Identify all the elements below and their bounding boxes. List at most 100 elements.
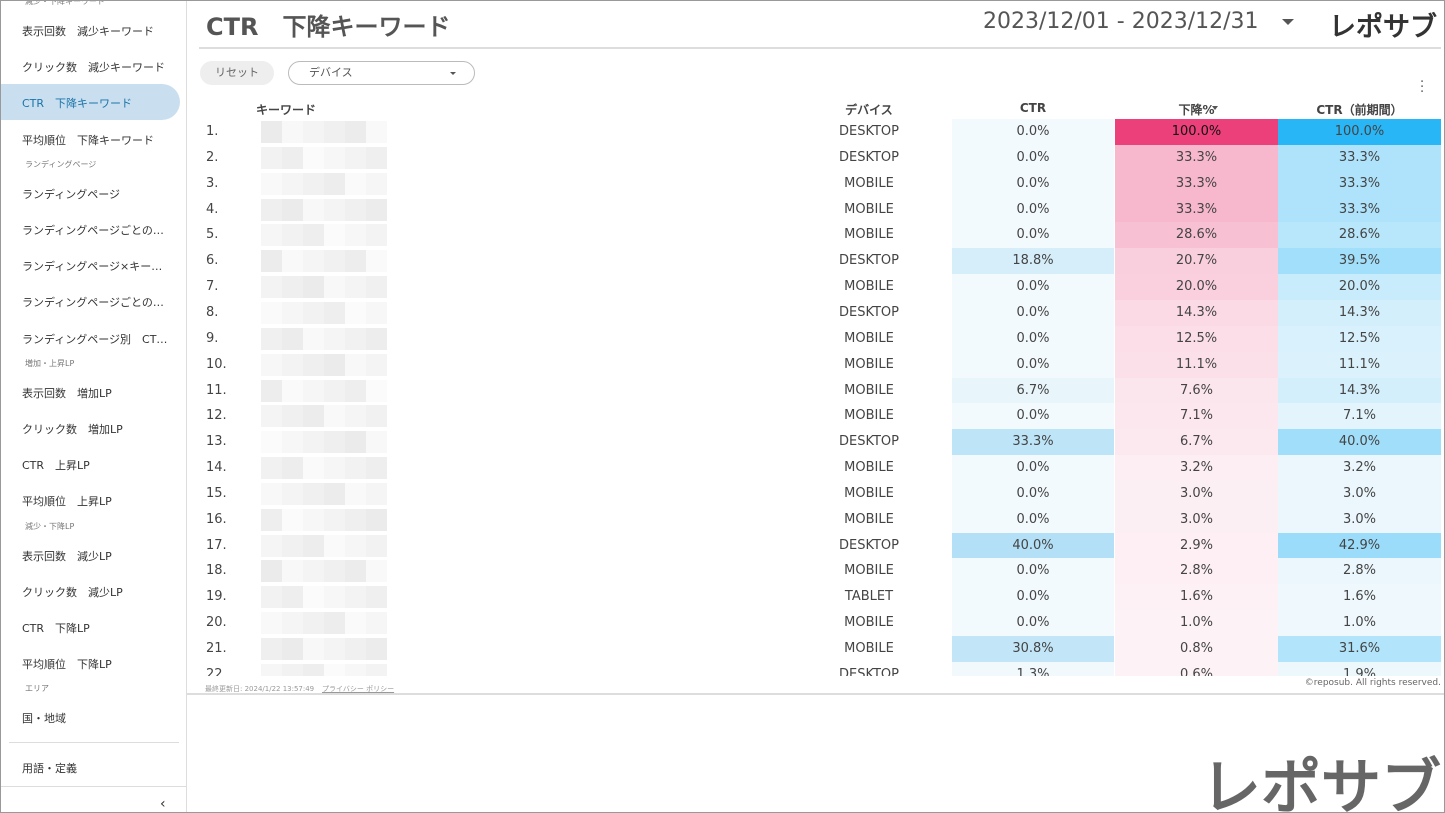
reset-button[interactable]: リセット xyxy=(200,61,274,85)
device: MOBILE xyxy=(844,382,894,398)
column-header[interactable]: 下降% xyxy=(1178,103,1215,117)
column-header[interactable]: CTR（前期間） xyxy=(1316,103,1403,117)
nav-item[interactable]: 表示回数 減少LP xyxy=(22,549,112,563)
nav-item[interactable]: CTR 下降LP xyxy=(22,622,90,635)
blurred-keyword xyxy=(366,534,387,557)
metric-cell: 14.3% xyxy=(1115,299,1278,326)
table-row: 17. DESKTOP 40.0% 2.9% 42.9% xyxy=(199,532,1442,559)
nav-item[interactable]: 表示回数 減少キーワード xyxy=(22,25,154,38)
page-title: CTR 下降キーワード xyxy=(206,13,451,41)
watermark-logo: レポサブ xyxy=(1201,753,1441,813)
table-row: 14. MOBILE 0.0% 3.2% 3.2% xyxy=(199,455,1442,482)
metric-cell: 3.2% xyxy=(1115,455,1278,482)
table-row: 19. TABLET 0.0% 1.6% 1.6% xyxy=(199,584,1442,611)
nav-item[interactable]: クリック数 減少LP xyxy=(22,585,123,599)
device: DESKTOP xyxy=(838,434,899,450)
blurred-keyword xyxy=(324,457,345,480)
blurred-keyword xyxy=(261,638,282,660)
metric-cell: 3.2% xyxy=(1278,455,1441,482)
metric-cell: 28.6% xyxy=(1278,222,1441,249)
blurred-keyword xyxy=(282,638,303,660)
metric-cell: 20.0% xyxy=(1115,274,1278,301)
nav-item[interactable]: 平均順位 上昇LP xyxy=(22,495,112,509)
metric-cell: 33.3% xyxy=(1115,144,1278,171)
blurred-keyword xyxy=(366,431,387,454)
blurred-keyword xyxy=(324,638,345,660)
table-row: 18. MOBILE 0.0% 2.8% 2.8% xyxy=(199,558,1442,585)
table-row: 21. MOBILE 30.8% 0.8% 31.6% xyxy=(199,636,1442,662)
blurred-keyword xyxy=(366,198,387,221)
device-filter[interactable]: デバイス xyxy=(288,61,475,85)
blurred-keyword xyxy=(282,534,303,557)
metric-cell: 40.0% xyxy=(1278,429,1441,456)
blurred-keyword xyxy=(261,663,282,676)
nav-item[interactable]: 表示回数 増加LP xyxy=(22,386,112,400)
metric-cell: 1.6% xyxy=(1115,584,1278,611)
nav-item[interactable]: クリック数 増加LP xyxy=(22,423,123,436)
date-range[interactable]: 2023/12/01 - 2023/12/31 xyxy=(983,9,1259,34)
blurred-keyword xyxy=(366,224,387,247)
nav-item[interactable]: ランディングページごとの… xyxy=(22,224,164,237)
blurred-keyword xyxy=(261,457,282,480)
nav-item[interactable]: 平均順位 下降キーワード xyxy=(22,133,154,147)
metric-cell: 0.0% xyxy=(952,558,1114,585)
blurred-keyword xyxy=(324,586,345,609)
blurred-keyword xyxy=(303,224,324,247)
blurred-keyword xyxy=(303,250,324,273)
metric-cell: 28.6% xyxy=(1115,222,1278,249)
nav-item[interactable]: 用語・定義 xyxy=(22,762,77,775)
device: DESKTOP xyxy=(838,124,899,139)
blurred-keyword xyxy=(261,198,282,221)
blurred-keyword xyxy=(282,276,303,299)
column-header[interactable]: デバイス xyxy=(845,103,893,117)
table-row: 13. DESKTOP 33.3% 6.7% 40.0% xyxy=(199,429,1442,456)
blurred-keyword xyxy=(324,663,345,676)
nav-item[interactable]: 国・地域 xyxy=(22,712,66,726)
blurred-keyword xyxy=(345,379,366,402)
nav-item[interactable]: ランディングページ×キー… xyxy=(22,260,163,274)
row-index: 1. xyxy=(206,124,219,139)
nav-item[interactable]: ランディングページごとの… xyxy=(22,296,164,310)
blurred-keyword xyxy=(261,379,282,402)
blurred-keyword xyxy=(261,612,282,635)
blurred-keyword xyxy=(303,327,324,350)
divider xyxy=(199,47,1441,49)
table-row: 1. DESKTOP 0.0% 100.0% 100.0% xyxy=(199,119,1442,145)
metric-cell: 0.0% xyxy=(952,480,1114,507)
filter-label: デバイス xyxy=(309,66,353,79)
metric-cell: 2.8% xyxy=(1115,558,1278,585)
column-header[interactable]: CTR xyxy=(1019,101,1047,115)
row-index: 16. xyxy=(206,511,227,527)
row-index: 3. xyxy=(206,175,219,191)
blurred-keyword xyxy=(345,405,366,428)
privacy-link[interactable]: プライバシー ポリシー xyxy=(322,685,395,693)
collapse-button[interactable]: ‹ xyxy=(160,796,166,812)
blurred-keyword xyxy=(282,146,303,169)
blurred-keyword xyxy=(366,560,387,583)
nav-item[interactable]: 平均順位 下降LP xyxy=(22,658,112,672)
metric-cell: 100.0% xyxy=(1278,119,1441,145)
metric-cell: 20.0% xyxy=(1278,274,1441,301)
more-menu[interactable]: · · · xyxy=(1420,75,1425,100)
last-updated: 最終更新日: 2024/1/22 13:57:49 xyxy=(205,685,315,693)
blurred-keyword xyxy=(345,198,366,221)
device: TABLET xyxy=(844,589,894,605)
blurred-keyword xyxy=(303,534,324,557)
column-header[interactable]: キーワード xyxy=(256,103,317,117)
metric-cell: 3.0% xyxy=(1278,480,1441,507)
date-dropdown[interactable] xyxy=(1282,19,1294,25)
section-heading: 減少・下降LP xyxy=(25,521,75,531)
blurred-keyword xyxy=(345,276,366,299)
nav-item[interactable]: CTR 上昇LP xyxy=(22,459,90,473)
table-row: 12. MOBILE 0.0% 7.1% 7.1% xyxy=(199,403,1442,430)
nav-item[interactable]: クリック数 減少キーワード xyxy=(22,61,165,75)
blurred-keyword xyxy=(324,146,345,169)
blurred-keyword xyxy=(324,405,345,428)
table-row: 15. MOBILE 0.0% 3.0% 3.0% xyxy=(199,480,1442,507)
nav-item[interactable]: CTR 下降キーワード xyxy=(22,97,133,111)
blurred-keyword xyxy=(366,405,387,428)
nav-item[interactable]: ランディングページ別 CT… xyxy=(22,332,168,346)
row-index: 12. xyxy=(206,408,227,424)
nav-item[interactable]: ランディングページ xyxy=(22,187,121,201)
